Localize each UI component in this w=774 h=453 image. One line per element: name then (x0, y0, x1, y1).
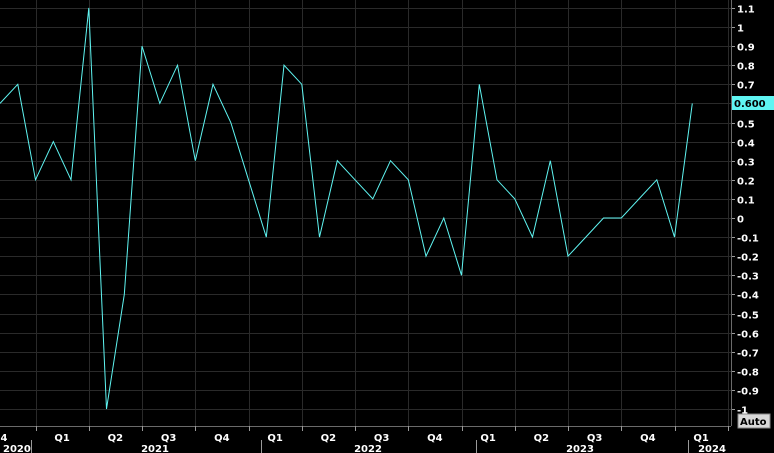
x-year-label: 2024 (698, 444, 726, 453)
y-tick-label: 0.3 (737, 158, 755, 169)
x-year-label: 2020 (3, 444, 31, 453)
x-quarter-label: Q4 (427, 433, 443, 444)
series-line (0, 7, 693, 410)
last-value-label: 0.600 (734, 99, 766, 110)
y-tick-label: -0.7 (737, 349, 759, 360)
x-quarter-label: Q1 (480, 433, 496, 444)
series-layer (0, 7, 693, 410)
y-tick-label: 0.9 (737, 43, 755, 54)
x-quarter-label: Q3 (587, 433, 603, 444)
x-quarter-label: Q2 (321, 433, 337, 444)
auto-scale-button[interactable] (737, 413, 771, 429)
last-value-badge (732, 96, 774, 110)
y-tick-label: -0.5 (737, 311, 759, 322)
grid-lines (0, 0, 731, 426)
y-tick-label: 0.5 (737, 120, 755, 131)
x-quarter-label: Q2 (534, 433, 550, 444)
x-quarter-label: Q3 (161, 433, 177, 444)
y-tick-label: -0.3 (737, 272, 759, 283)
x-quarter-label: Q1 (267, 433, 283, 444)
x-year-label: 2021 (141, 444, 169, 453)
y-tick-label: 0 (737, 215, 744, 226)
x-quarter-label: 4 (1, 433, 8, 444)
x-quarter-label: Q2 (108, 433, 124, 444)
x-year-label: 2022 (354, 444, 382, 453)
y-axis-tick-labels: 1.1 1 0.9 0.8 0.7 0.5 0.4 0.3 0.2 0.1 0 -0.1 -0.2 -0.… (737, 5, 759, 417)
x-quarter-label: Q1 (693, 433, 709, 444)
x-axis-tick-labels: 4 Q1 Q2 Q3 Q4 Q1 Q2 Q3 Q4 Q1 Q2 Q3 Q4 Q1 2020 2021 2022 2… (1, 433, 726, 453)
x-quarter-label: Q3 (374, 433, 390, 444)
x-quarter-label: Q4 (640, 433, 656, 444)
x-year-label: 2023 (566, 444, 594, 453)
y-tick-label: -0.1 (737, 234, 759, 245)
axes (0, 0, 735, 453)
last-value-marker: 0.600 (732, 96, 774, 110)
y-tick-label: -0.6 (737, 330, 759, 341)
auto-scale-label: Auto (740, 417, 767, 428)
y-tick-label: 1 (737, 24, 744, 35)
y-tick-label: 0.1 (737, 196, 755, 207)
y-tick-label: -0.2 (737, 253, 759, 264)
y-tick-label: -1 (737, 406, 748, 417)
y-tick-label: 0.4 (737, 139, 755, 150)
axis-mode-control[interactable]: Auto (737, 413, 771, 429)
y-tick-label: 0.8 (737, 62, 755, 73)
y-tick-label: 0.2 (737, 177, 755, 188)
x-quarter-label: Q1 (54, 433, 70, 444)
y-tick-label: 1.1 (737, 5, 755, 16)
y-tick-label: -0.8 (737, 368, 759, 379)
y-tick-label: -0.9 (737, 387, 759, 398)
y-tick-label: -0.4 (737, 291, 759, 302)
x-quarter-label: Q4 (214, 433, 230, 444)
y-tick-label: 0.7 (737, 81, 755, 92)
